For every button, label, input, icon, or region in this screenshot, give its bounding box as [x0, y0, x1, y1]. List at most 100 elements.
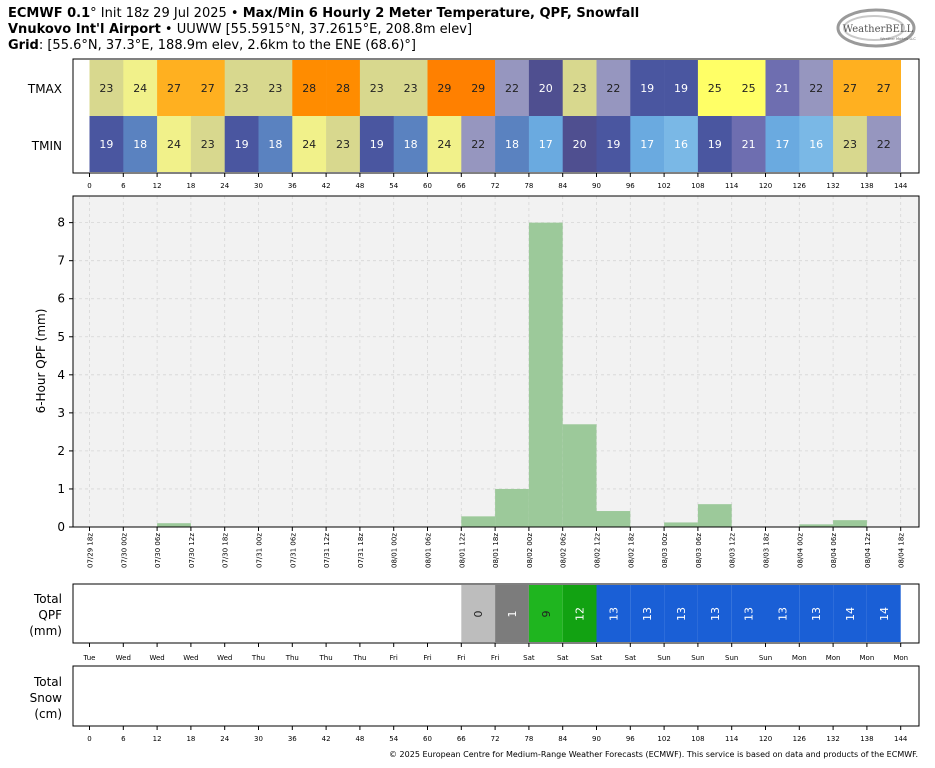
snow-hour-tick-label: 78 [524, 735, 533, 743]
date-tick-label: 08/03 12z [729, 533, 737, 568]
total-qpf-label: QPF [38, 608, 62, 622]
qpf-y-axis-label: 6-Hour QPF (mm) [34, 309, 48, 414]
tmax-cell [461, 60, 496, 116]
snow-hour-tick-label: 144 [894, 735, 908, 743]
day-tick-label: Fri [491, 654, 499, 662]
total-qpf-value: 14 [844, 607, 857, 621]
tmax-cell [697, 60, 732, 116]
total-snow-label: Snow [30, 691, 63, 705]
total-snow-label: (cm) [34, 707, 62, 721]
hour-tick-label: 30 [254, 182, 263, 190]
day-tick-label: Thu [251, 654, 265, 662]
tmin-value: 18 [505, 138, 519, 151]
copyright-text: © 2025 European Centre for Medium-Range … [389, 750, 918, 759]
hour-tick-label: 72 [491, 182, 500, 190]
snow-hour-tick-label: 18 [186, 735, 195, 743]
tmax-cell [359, 60, 394, 116]
date-tick-label: 08/03 18z [763, 533, 771, 568]
total-qpf-label: Total [33, 592, 62, 606]
total-snow-label: Total [33, 675, 62, 689]
tmax-value: 21 [775, 82, 789, 95]
hour-tick-label: 36 [288, 182, 297, 190]
total-qpf-cell [866, 585, 901, 642]
tmax-value: 27 [167, 82, 181, 95]
snow-hour-tick-label: 24 [220, 735, 229, 743]
tmax-cell [89, 60, 124, 116]
tmax-value: 19 [640, 82, 654, 95]
logo-text: WeatherBELL [843, 24, 914, 35]
total-qpf-cell [765, 585, 800, 642]
tmax-value: 22 [505, 82, 519, 95]
qpf-y-tick-label: 8 [57, 216, 65, 230]
date-tick-label: 08/04 06z [830, 533, 838, 568]
snow-hour-tick-label: 12 [153, 735, 162, 743]
qpf-bar [596, 511, 631, 527]
tmax-cell [562, 60, 597, 116]
init-time: ° Init 18z 29 Jul 2025 [90, 6, 227, 21]
day-tick-label: Thu [285, 654, 299, 662]
date-tick-label: 08/03 00z [661, 533, 669, 568]
tmax-cell [731, 60, 766, 116]
hour-tick-label: 102 [657, 182, 670, 190]
tmax-cell [258, 60, 293, 116]
tmin-value: 19 [99, 138, 113, 151]
tmin-value: 19 [370, 138, 384, 151]
hour-tick-label: 120 [759, 182, 772, 190]
date-tick-label: 08/02 06z [560, 533, 568, 568]
total-qpf-value: 9 [540, 611, 553, 618]
total-qpf-cell [731, 585, 766, 642]
tmin-cell [123, 116, 158, 172]
date-tick-label: 07/31 12z [323, 533, 331, 568]
hour-tick-label: 90 [592, 182, 601, 190]
tmax-value: 23 [268, 82, 282, 95]
hour-tick-label: 96 [626, 182, 635, 190]
total-qpf-value: 13 [743, 607, 756, 621]
hour-tick-label: 54 [389, 182, 398, 190]
tmax-cell [866, 60, 901, 116]
date-tick-label: 08/01 00z [391, 533, 399, 568]
date-tick-label: 08/01 12z [458, 533, 466, 568]
hour-tick-label: 114 [725, 182, 739, 190]
tmin-cell [664, 116, 699, 172]
day-tick-label: Sat [625, 654, 637, 662]
tmin-value: 18 [133, 138, 147, 151]
day-tick-label: Thu [319, 654, 333, 662]
tmax-cell [123, 60, 158, 116]
total-qpf-label: (mm) [29, 624, 62, 638]
tmax-value: 23 [404, 82, 418, 95]
day-tick-label: Mon [826, 654, 841, 662]
hour-tick-label: 78 [524, 182, 533, 190]
tmax-value: 20 [539, 82, 553, 95]
tmin-cell [799, 116, 834, 172]
station-line: Vnukovo Int'l Airport • UUWW [55.5915°N,… [8, 22, 472, 38]
snow-hour-tick-label: 120 [759, 735, 772, 743]
total-qpf-cell [562, 585, 597, 642]
qpf-panel-border [72, 195, 920, 528]
qpf-bar [157, 523, 191, 527]
date-tick-label: 08/02 00z [526, 533, 534, 568]
tmax-value: 19 [674, 82, 688, 95]
tmax-cell [528, 60, 563, 116]
total-qpf-cell [461, 585, 496, 642]
date-tick-label: 08/04 00z [796, 533, 804, 568]
tmin-value: 18 [268, 138, 282, 151]
hour-tick-label: 126 [793, 182, 807, 190]
snow-hour-tick-label: 42 [322, 735, 331, 743]
day-tick-label: Fri [390, 654, 398, 662]
logo-subtext: Weather Models LLC [880, 37, 916, 41]
day-tick-label: Tue [83, 654, 96, 662]
tmin-cell [461, 116, 496, 172]
tmax-value: 24 [133, 82, 147, 95]
tmin-value: 23 [336, 138, 350, 151]
tmin-value: 20 [573, 138, 587, 151]
total-qpf-value: 13 [709, 607, 722, 621]
tmax-value: 23 [370, 82, 384, 95]
qpf-y-tick-label: 5 [57, 330, 65, 344]
tmin-value: 24 [437, 138, 451, 151]
grid-line: Grid: [55.6°N, 37.3°E, 188.9m elev, 2.6k… [8, 38, 416, 54]
day-tick-label: Mon [893, 654, 908, 662]
tmax-cell [326, 60, 361, 116]
snow-hour-tick-label: 48 [355, 735, 364, 743]
total-qpf-value: 1 [506, 611, 519, 618]
hour-tick-label: 138 [860, 182, 873, 190]
